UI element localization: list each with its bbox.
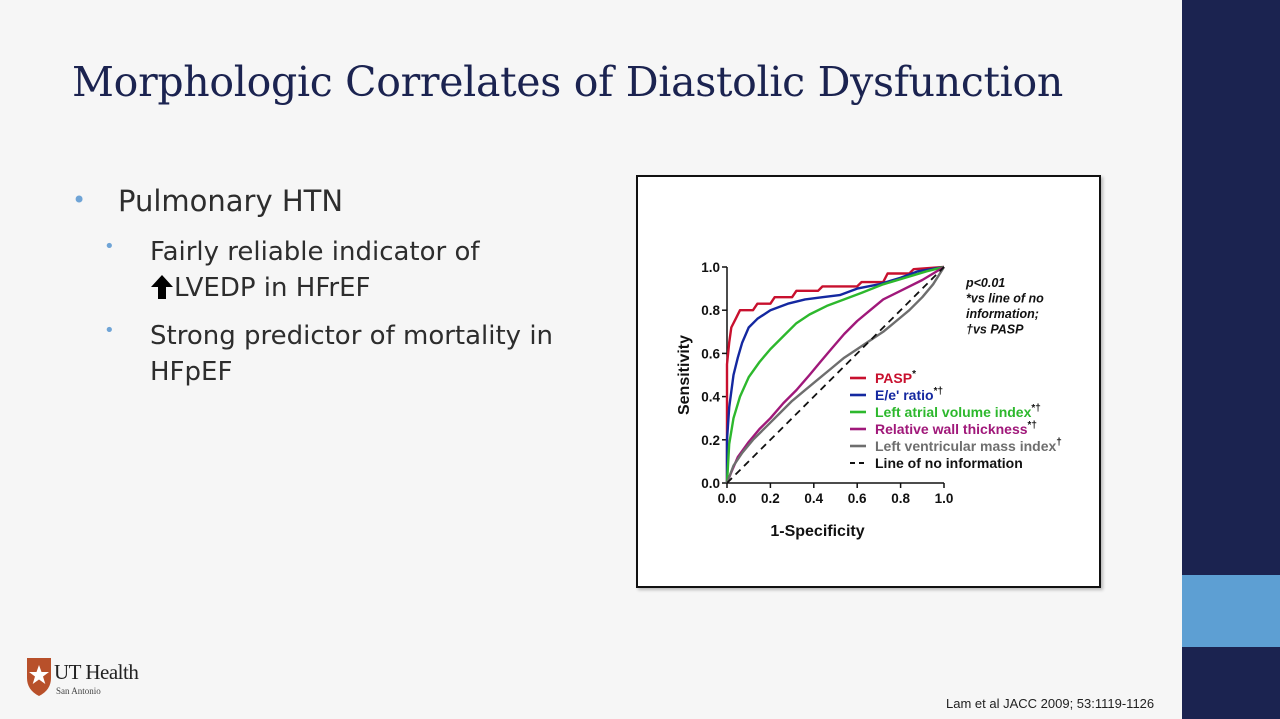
legend-superscript: *† bbox=[1031, 403, 1040, 414]
series-line-0 bbox=[725, 265, 945, 483]
legend-entry: Relative wall thickness*† bbox=[875, 420, 1037, 437]
legend-label: Left ventricular mass index bbox=[875, 438, 1057, 454]
x-tick-label: 0.0 bbox=[718, 491, 737, 506]
bullet-main: Pulmonary HTN bbox=[118, 184, 344, 218]
chart-annotation-line: †vs PASP bbox=[966, 323, 1024, 337]
sub-bullet-1-line2-wrap: LVEDP in HFrEF bbox=[150, 270, 480, 306]
bullet-dot: • bbox=[72, 186, 87, 214]
shield-star-icon bbox=[27, 658, 51, 696]
x-tick-label: 0.8 bbox=[891, 491, 910, 506]
legend-label: Relative wall thickness bbox=[875, 421, 1028, 437]
x-tick-label: 0.2 bbox=[761, 491, 780, 506]
sub-bullet-1-line1: Fairly reliable indicator of bbox=[150, 237, 480, 267]
chart-annotation-line: information; bbox=[966, 307, 1039, 321]
sidebar-accent-block bbox=[1182, 575, 1280, 647]
legend-entry: E/e' ratio*† bbox=[875, 386, 943, 403]
chart-annotation-line: *vs line of no bbox=[966, 292, 1044, 306]
sub-bullet-1: Fairly reliable indicator of LVEDP in HF… bbox=[150, 234, 480, 306]
series-line-3 bbox=[725, 265, 945, 484]
legend-superscript: *† bbox=[1028, 420, 1037, 431]
x-axis-label: 1-Specificity bbox=[770, 523, 864, 540]
legend-superscript: * bbox=[912, 369, 916, 380]
legend-entry: PASP* bbox=[875, 369, 916, 386]
legend-entry: Line of no information bbox=[875, 455, 1023, 471]
legend-superscript: † bbox=[1056, 437, 1062, 448]
y-tick-label: 0.2 bbox=[701, 433, 720, 448]
legend-label: E/e' ratio bbox=[875, 387, 934, 403]
legend-entry: Left atrial volume index*† bbox=[875, 403, 1041, 420]
roc-figure: 0.0 0.2 0.4 0.6 0.8 1.0 0.0 0.2 0.4 0.6 0.8 1.0 1-Sp… bbox=[636, 175, 1101, 588]
logo-subtitle: San Antonio bbox=[56, 686, 101, 696]
chart-annotation-line: p<0.01 bbox=[965, 276, 1005, 290]
y-tick-label: 0.0 bbox=[701, 476, 720, 491]
y-tick-label: 0.6 bbox=[701, 346, 720, 361]
legend-label: Left atrial volume index bbox=[875, 404, 1032, 420]
legend-label: Line of no information bbox=[875, 455, 1023, 471]
x-tick-label: 0.6 bbox=[848, 491, 867, 506]
up-arrow-icon bbox=[151, 275, 173, 299]
y-tick-label: 1.0 bbox=[701, 260, 720, 275]
legend-entry: Left ventricular mass index† bbox=[875, 437, 1062, 454]
series-line-5 bbox=[726, 266, 945, 484]
sub-bullet-dot: • bbox=[104, 236, 115, 257]
series-line-4 bbox=[725, 266, 946, 484]
logo-name: UT Health bbox=[54, 660, 139, 684]
y-axis-label: Sensitivity bbox=[676, 335, 693, 415]
sub-bullet-2: Strong predictor of mortality in HFpEF bbox=[150, 321, 554, 387]
y-tick-label: 0.4 bbox=[701, 390, 720, 405]
sub-bullet-dot: • bbox=[104, 320, 115, 341]
x-tick-label: 1.0 bbox=[935, 491, 954, 506]
y-tick-label: 0.8 bbox=[701, 303, 720, 318]
slide-title: Morphologic Correlates of Diastolic Dysf… bbox=[72, 58, 1063, 106]
series-line-2 bbox=[725, 265, 945, 484]
series-line-1 bbox=[725, 265, 945, 483]
x-tick-label: 0.4 bbox=[804, 491, 823, 506]
roc-chart: 0.0 0.2 0.4 0.6 0.8 1.0 0.0 0.2 0.4 0.6 0.8 1.0 1-Sp… bbox=[676, 260, 1062, 540]
citation: Lam et al JACC 2009; 53:1119-1126 bbox=[946, 696, 1155, 711]
sub-bullet-1-line2: LVEDP in HFrEF bbox=[174, 273, 371, 303]
legend-label: PASP bbox=[875, 370, 912, 386]
legend-superscript: *† bbox=[934, 386, 943, 397]
